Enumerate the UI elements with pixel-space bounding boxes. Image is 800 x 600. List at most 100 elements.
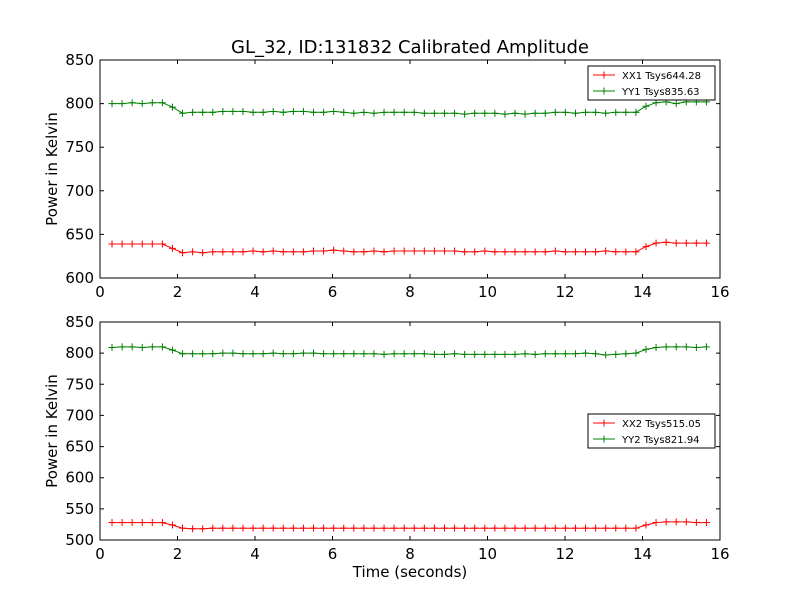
data-point <box>491 524 499 532</box>
data-point <box>410 524 418 532</box>
y-tick-label: 800 <box>65 344 94 362</box>
data-point <box>350 524 358 532</box>
data-point <box>310 247 318 255</box>
data-point <box>461 350 469 358</box>
data-point <box>430 524 438 532</box>
data-point <box>269 524 277 532</box>
data-point <box>420 350 428 358</box>
data-point <box>259 248 267 256</box>
data-point <box>521 248 529 256</box>
data-point <box>602 247 610 255</box>
data-point <box>360 524 368 532</box>
data-point <box>118 240 126 248</box>
data-point <box>289 107 297 115</box>
data-point <box>622 350 630 358</box>
data-point <box>491 350 499 358</box>
x-tick-label: 2 <box>173 283 183 301</box>
top-panel: 0 2 4 6 8 10 12 14 16 600 650 700 750 800 850 Power in … <box>43 51 730 301</box>
data-point <box>259 350 267 358</box>
data-point <box>299 107 307 115</box>
data-point <box>320 350 328 358</box>
y-tick-label: 650 <box>65 225 94 243</box>
data-point <box>471 524 479 532</box>
data-point <box>682 518 690 526</box>
y-tick-label: 500 <box>65 531 94 549</box>
legend-swatch <box>593 71 615 79</box>
data-point <box>410 247 418 255</box>
x-tick-label: 14 <box>633 283 652 301</box>
data-point <box>330 246 338 254</box>
y-tick-label: 750 <box>65 138 94 156</box>
series-1-1 <box>108 238 710 257</box>
data-point <box>602 351 610 359</box>
data-point <box>612 350 620 358</box>
data-point <box>320 108 328 116</box>
legend-entry: XX1 Tsys644.28 <box>622 71 701 82</box>
data-point <box>602 109 610 117</box>
data-point <box>481 247 489 255</box>
data-point <box>199 350 207 358</box>
data-point <box>269 349 277 357</box>
data-point <box>501 110 509 118</box>
data-point <box>410 108 418 116</box>
data-point <box>108 519 116 527</box>
data-point <box>239 524 247 532</box>
data-point <box>420 524 428 532</box>
data-point <box>138 344 146 352</box>
y-tick-label: 600 <box>65 469 94 487</box>
data-point <box>632 108 640 116</box>
data-point <box>390 108 398 116</box>
data-point <box>400 350 408 358</box>
y-tick-label: 600 <box>65 269 94 287</box>
data-point <box>380 108 388 116</box>
data-point <box>168 244 176 252</box>
data-point <box>481 109 489 117</box>
data-point <box>249 247 257 255</box>
data-point <box>461 524 469 532</box>
data-point <box>118 519 126 527</box>
data-point <box>360 108 368 116</box>
data-point <box>148 343 156 351</box>
data-point <box>320 524 328 532</box>
data-point <box>320 247 328 255</box>
data-point <box>299 349 307 357</box>
data-point <box>451 247 459 255</box>
data-point <box>622 524 630 532</box>
x-tick-label: 14 <box>633 545 652 563</box>
data-point <box>350 350 358 358</box>
data-point <box>430 109 438 117</box>
data-point <box>128 343 136 351</box>
data-point <box>451 350 459 358</box>
data-point <box>642 345 650 353</box>
data-point <box>279 108 287 116</box>
data-point <box>360 350 368 358</box>
data-point <box>189 525 197 533</box>
data-point <box>592 108 600 116</box>
data-point <box>219 524 227 532</box>
data-point <box>158 343 166 351</box>
x-tick-label: 10 <box>478 545 497 563</box>
data-point <box>219 248 227 256</box>
legend-swatch <box>593 87 615 95</box>
data-point <box>360 248 368 256</box>
legend-swatch <box>593 435 615 443</box>
data-point <box>471 109 479 117</box>
data-point <box>582 248 590 256</box>
data-point <box>279 248 287 256</box>
data-point <box>168 521 176 529</box>
data-point <box>521 110 529 118</box>
data-point <box>179 109 187 117</box>
x-tick-label: 12 <box>555 545 574 563</box>
data-point <box>299 524 307 532</box>
data-point <box>400 108 408 116</box>
data-point <box>229 524 237 532</box>
data-point <box>108 344 116 352</box>
data-point <box>682 343 690 351</box>
x-tick-label: 16 <box>710 545 729 563</box>
data-point <box>249 524 257 532</box>
data-point <box>582 524 590 532</box>
data-point <box>481 524 489 532</box>
data-point <box>531 109 539 117</box>
data-point <box>330 107 338 115</box>
data-point <box>168 346 176 354</box>
